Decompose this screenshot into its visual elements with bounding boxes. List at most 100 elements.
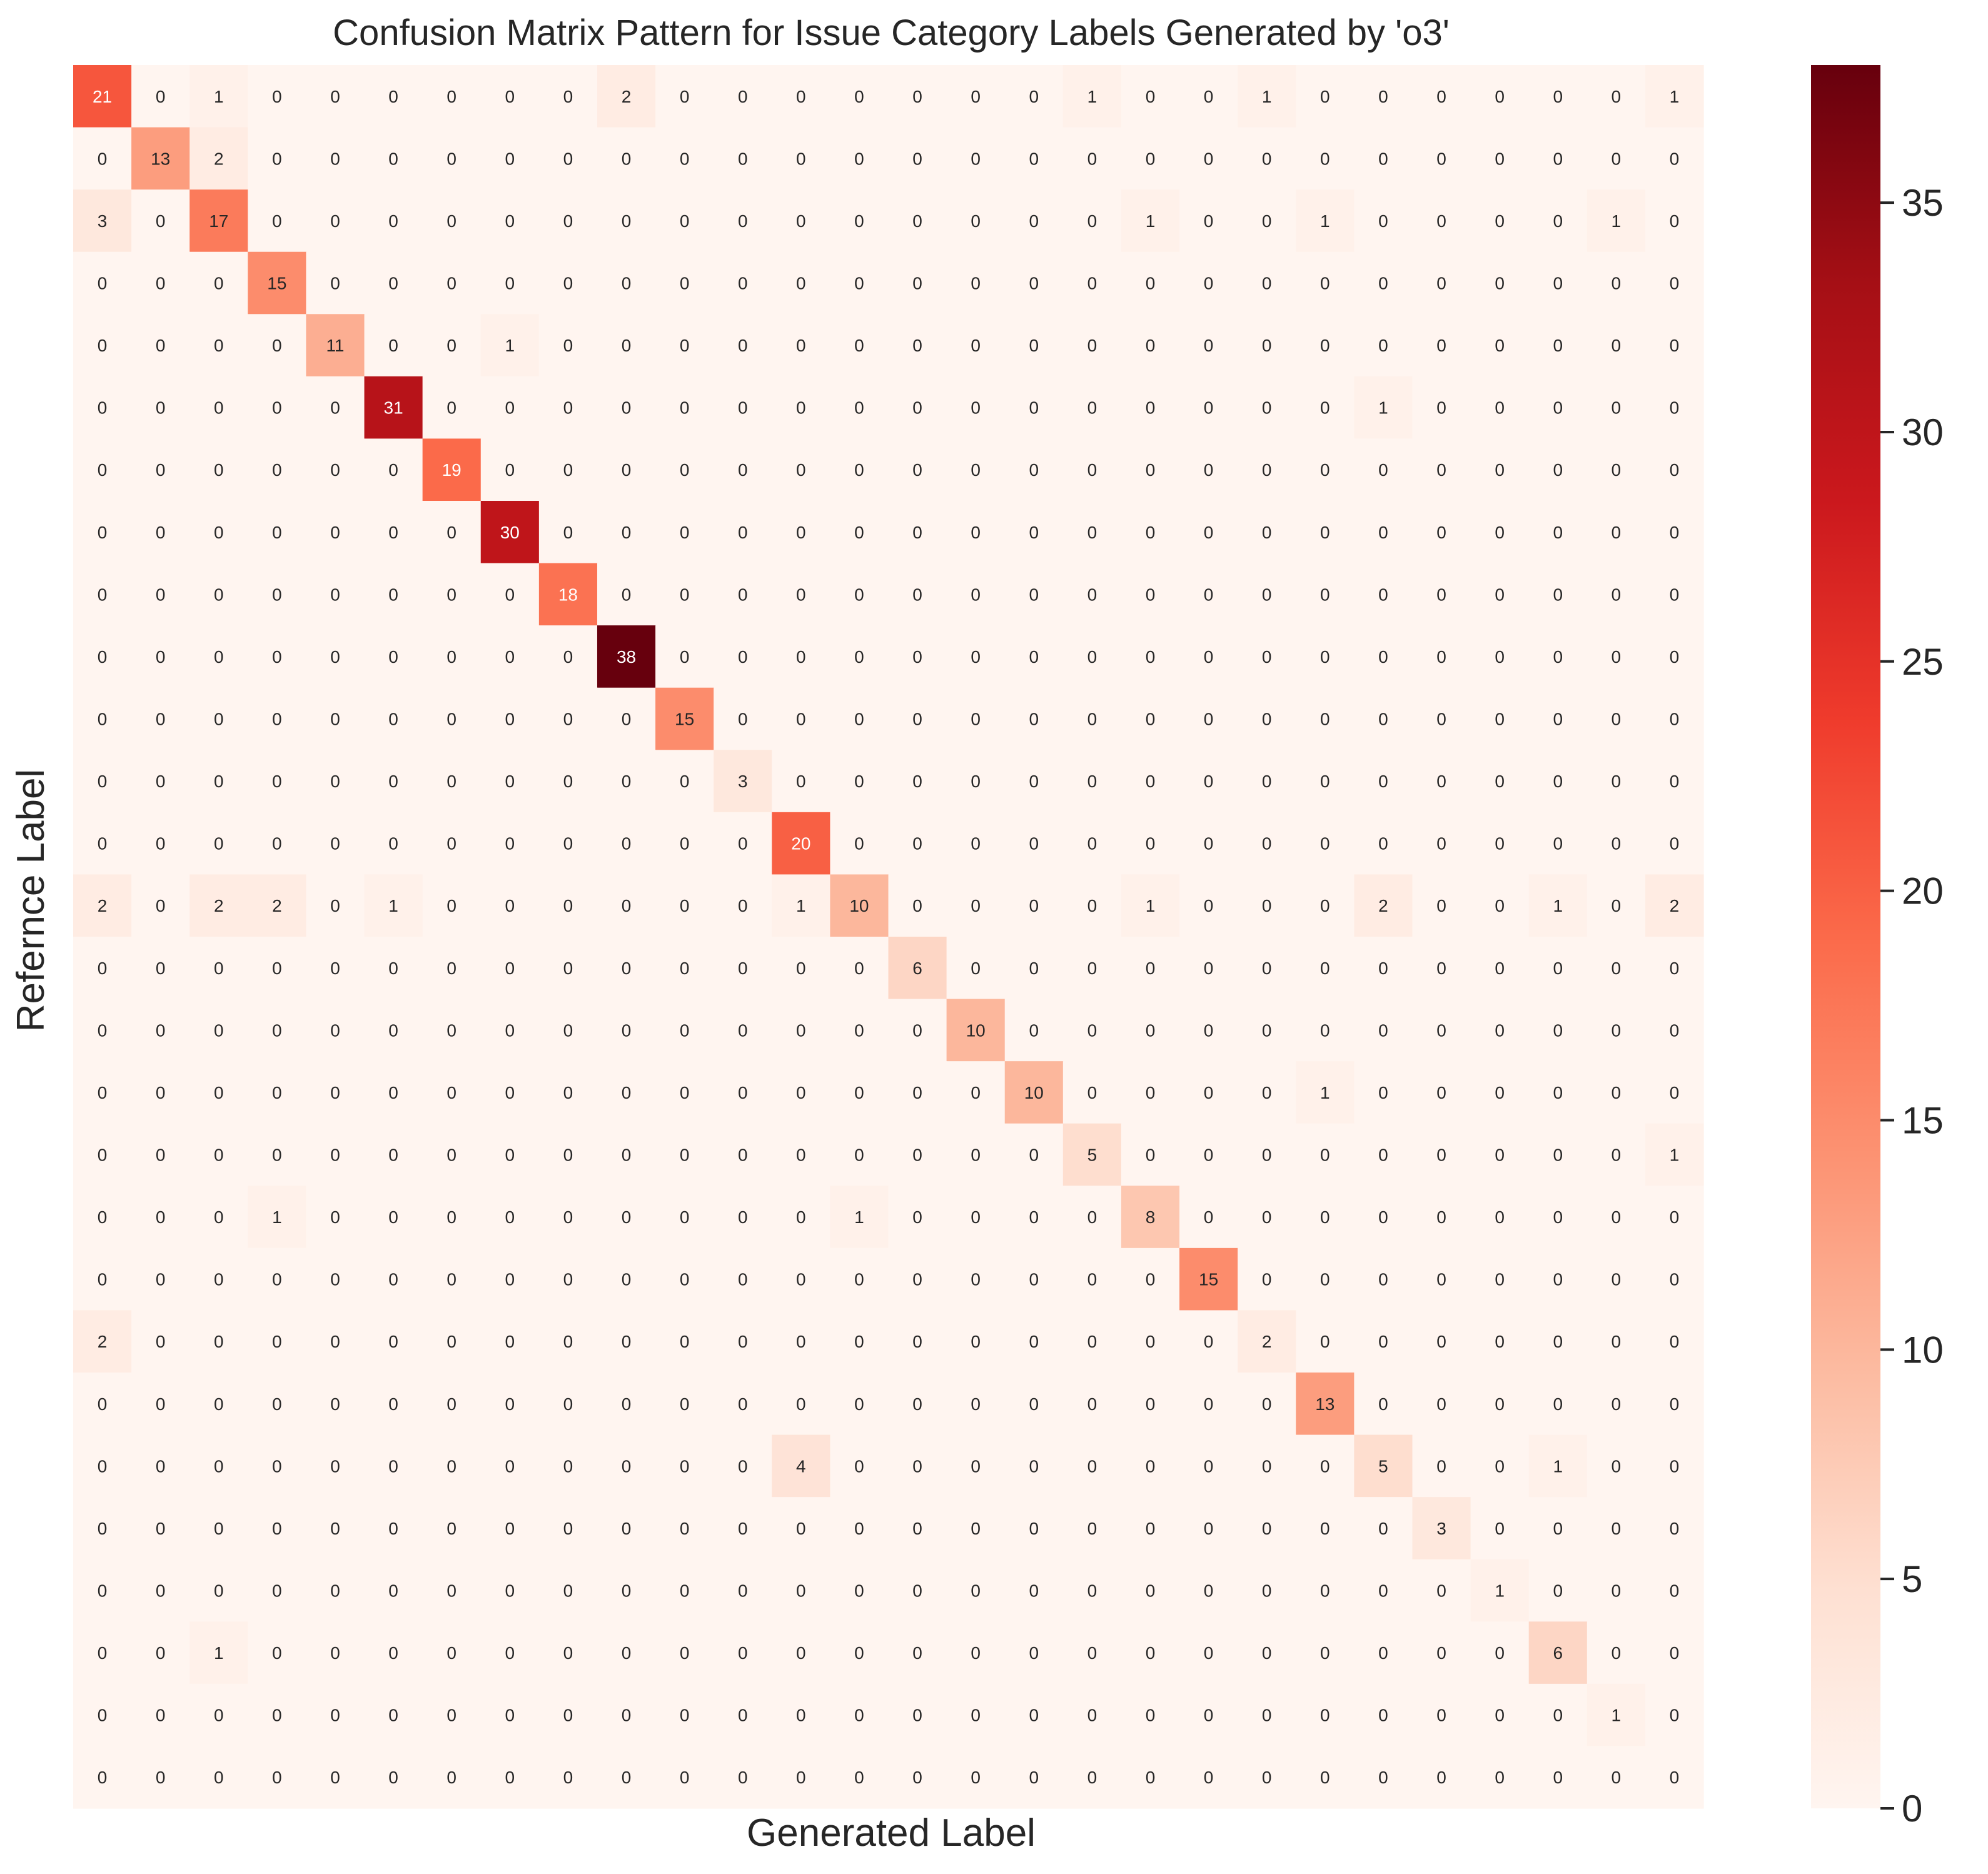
heatmap-cell	[422, 65, 482, 128]
heatmap-cell-value: 0	[796, 1706, 806, 1725]
heatmap-cell-value: 0	[272, 1643, 282, 1663]
heatmap-cell	[1179, 1559, 1238, 1622]
heatmap-cell-value: 0	[272, 211, 282, 231]
heatmap-cell	[714, 1746, 772, 1809]
heatmap-cell-value: 0	[796, 959, 806, 978]
heatmap-cell	[1238, 376, 1296, 440]
heatmap-cell-value: 0	[854, 1270, 864, 1289]
heatmap-cell-value: 0	[447, 1519, 457, 1538]
heatmap-cell-value: 0	[622, 1332, 632, 1351]
heatmap-cell	[888, 1247, 947, 1311]
heatmap-cell	[1528, 750, 1588, 813]
heatmap-cell	[1296, 812, 1355, 875]
heatmap-cell	[1004, 1497, 1064, 1560]
heatmap-cell	[1179, 376, 1238, 440]
heatmap-cell-value: 0	[1320, 585, 1330, 604]
heatmap-cell	[73, 874, 132, 937]
heatmap-cell	[597, 625, 656, 688]
heatmap-cell-value: 0	[505, 1207, 515, 1227]
heatmap-cell-value: 0	[1495, 1768, 1505, 1787]
heatmap-cell-value: 1	[272, 1207, 282, 1227]
heatmap-cell	[1354, 1061, 1413, 1124]
heatmap-cell-value: 0	[505, 647, 515, 667]
heatmap-cell	[1587, 1373, 1646, 1436]
heatmap-cell	[73, 189, 132, 253]
heatmap-cell	[1412, 937, 1471, 1000]
heatmap-cell	[1121, 1746, 1180, 1809]
heatmap-cell	[772, 65, 830, 128]
heatmap-cell	[714, 1247, 772, 1311]
heatmap-cell	[888, 501, 947, 564]
heatmap-cell	[1179, 874, 1238, 937]
heatmap-cell	[538, 438, 598, 501]
heatmap-cell-value: 0	[1320, 336, 1330, 355]
heatmap-cell	[830, 1310, 889, 1373]
heatmap-cell-value: 0	[1029, 1706, 1039, 1725]
heatmap-cell-value: 0	[1262, 647, 1272, 667]
heatmap-cell	[946, 999, 1006, 1062]
heatmap-cell	[1062, 251, 1122, 315]
heatmap-cell	[830, 314, 889, 377]
heatmap-cell	[1062, 625, 1122, 688]
heatmap-cell-value: 0	[854, 1020, 864, 1040]
heatmap-cell	[1587, 127, 1646, 190]
heatmap-cell-value: 0	[388, 1270, 398, 1289]
heatmap-cell-value: 0	[563, 1768, 573, 1787]
heatmap-cell-value: 0	[680, 87, 690, 106]
heatmap-cell	[1121, 1310, 1180, 1373]
heatmap-cell-value: 6	[912, 959, 922, 978]
heatmap-cell-value: 0	[388, 1768, 398, 1787]
heatmap-cell	[1062, 1497, 1122, 1560]
heatmap-cell-value: 0	[1262, 1519, 1272, 1538]
heatmap-cell	[73, 937, 132, 1000]
heatmap-cell-value: 0	[796, 149, 806, 168]
heatmap-cell	[1354, 1497, 1413, 1560]
heatmap-cell	[1121, 1247, 1180, 1311]
heatmap-cell	[538, 376, 598, 440]
heatmap-cell-value: 0	[1670, 1207, 1680, 1227]
heatmap-cell	[946, 65, 1006, 128]
heatmap-cell	[1470, 750, 1530, 813]
heatmap-cell	[1062, 1434, 1122, 1498]
heatmap-cell	[1121, 937, 1180, 1000]
heatmap-cell-value: 0	[447, 1456, 457, 1476]
heatmap-cell	[189, 1373, 248, 1436]
heatmap-cell-value: 0	[447, 398, 457, 418]
heatmap-cell	[1528, 1746, 1588, 1809]
heatmap-cell-value: 0	[1262, 1581, 1272, 1601]
heatmap-cell	[772, 625, 830, 688]
heatmap-cell	[306, 1683, 365, 1747]
colorbar-tick-label: 20	[1902, 870, 1944, 912]
heatmap-cell	[306, 1497, 365, 1560]
heatmap-cell-value: 0	[1436, 1332, 1446, 1351]
heatmap-cell-value: 0	[505, 87, 515, 106]
heatmap-cell	[655, 563, 714, 626]
heatmap-cell	[189, 1061, 248, 1124]
heatmap-cell-value: 0	[272, 149, 282, 168]
heatmap-cell-value: 0	[1612, 1519, 1622, 1538]
heatmap-cell-value: 0	[796, 647, 806, 667]
heatmap-cell	[1470, 874, 1530, 937]
heatmap-cell-value: 0	[447, 1706, 457, 1725]
heatmap-cell	[772, 314, 830, 377]
heatmap-cell-value: 0	[563, 274, 573, 293]
heatmap-cell	[364, 1310, 423, 1373]
heatmap-cell	[772, 1621, 830, 1685]
heatmap-cell-value: 0	[1553, 647, 1563, 667]
heatmap-cell-value: 0	[1495, 1083, 1505, 1102]
heatmap-cell-value: 0	[272, 585, 282, 604]
heatmap-cell-value: 0	[1204, 1083, 1214, 1102]
heatmap-cell-value: 0	[796, 460, 806, 480]
heatmap-cell-value: 0	[1553, 87, 1563, 106]
heatmap-cell	[1645, 314, 1704, 377]
heatmap-cell	[597, 251, 656, 315]
heatmap-cell	[1528, 1061, 1588, 1124]
colorbar-gradient	[1811, 65, 1880, 1808]
heatmap-cell-value: 0	[98, 710, 108, 729]
heatmap-cell	[1528, 937, 1588, 1000]
heatmap-cell	[830, 376, 889, 440]
heatmap-cell	[538, 625, 598, 688]
heatmap-cell	[189, 1247, 248, 1311]
heatmap-cell-value: 0	[1670, 710, 1680, 729]
heatmap-cell	[714, 1497, 772, 1560]
